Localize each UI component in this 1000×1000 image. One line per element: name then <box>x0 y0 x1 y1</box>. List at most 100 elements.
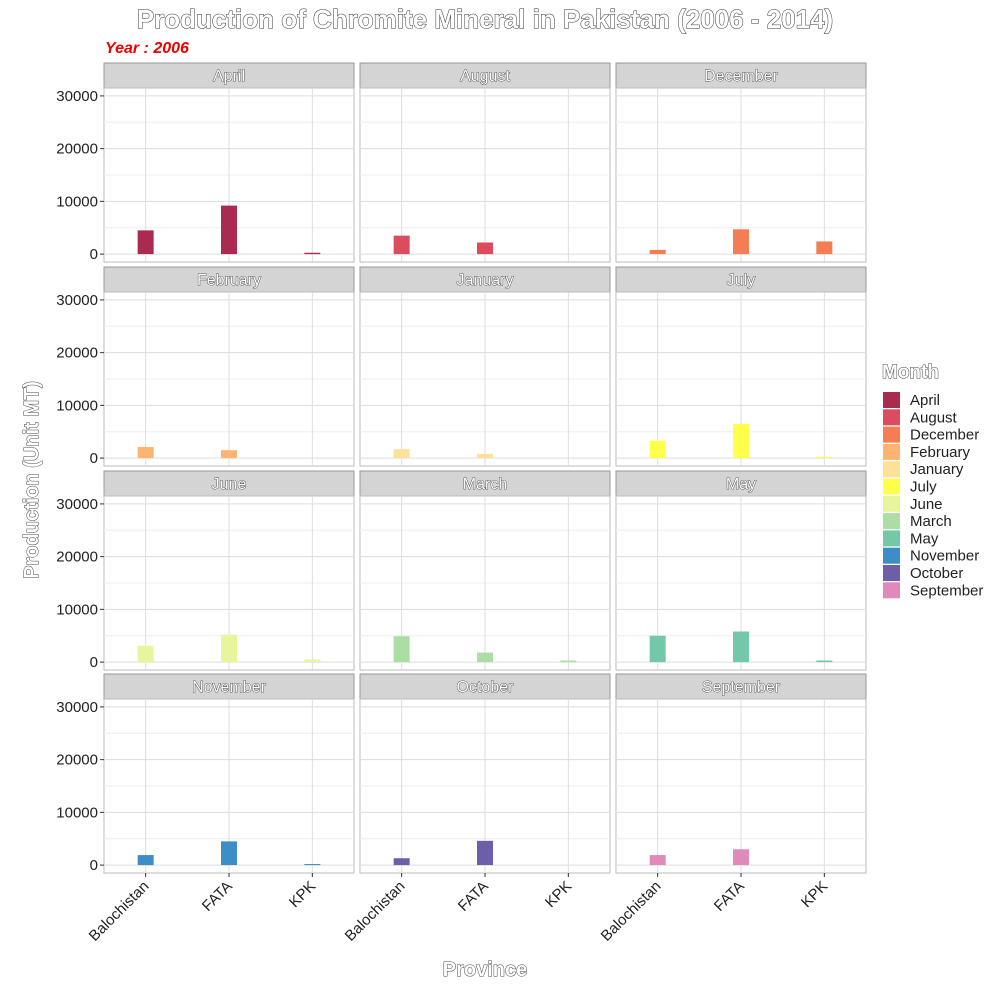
bar-march-fata <box>477 652 493 663</box>
panel-strip <box>359 62 611 89</box>
bar-september-fata <box>733 849 749 866</box>
y-tick-label: 10000 <box>56 193 98 210</box>
panel-strip <box>359 266 611 293</box>
bar-july-balochistan <box>649 440 666 459</box>
y-tick-label: 0 <box>90 246 98 263</box>
panel-strip-label: November <box>192 679 266 696</box>
panel-strip <box>615 266 867 293</box>
panel-january: January <box>359 266 611 467</box>
legend-swatch-november <box>883 547 900 564</box>
panel-april: April 0 10000 20000 30000 <box>56 62 355 263</box>
bar-december-balochistan <box>649 249 666 255</box>
legend-swatch-january <box>883 461 900 478</box>
panel-strip-label: March <box>463 476 507 493</box>
x-tick-label: Balochistan <box>342 878 409 945</box>
panel-july: July <box>615 266 867 467</box>
x-tick-label: FATA <box>711 878 748 915</box>
y-tick-label: 20000 <box>56 141 98 158</box>
panel-strip-label: May <box>726 476 756 493</box>
legend-label-april: April <box>910 392 940 409</box>
panel-august: August <box>359 62 611 263</box>
bar-may-balochistan <box>649 635 666 663</box>
y-axis-title: Production (Unit MT) <box>21 381 43 579</box>
legend-label-march: March <box>910 513 952 530</box>
panel-strip <box>359 470 611 497</box>
y-tick-label: 30000 <box>56 699 98 716</box>
y-tick-label: 10000 <box>56 397 98 414</box>
y-tick-label: 30000 <box>56 292 98 309</box>
legend-label-november: November <box>910 548 979 565</box>
panel-strip <box>103 470 355 497</box>
y-tick-label: 30000 <box>56 496 98 513</box>
panel-march: March <box>359 470 611 671</box>
legend-label-may: May <box>910 530 939 547</box>
panel-strip <box>359 673 611 700</box>
bar-august-balochistan <box>393 235 410 255</box>
bar-december-fata <box>733 229 749 255</box>
bar-february-balochistan <box>137 447 154 459</box>
panel-october: October Balochistan FATA KPK <box>342 673 611 945</box>
chart-subtitle: Year : 2006 <box>105 40 189 57</box>
legend-swatch-april <box>883 392 900 408</box>
legend-swatch-october <box>883 565 900 581</box>
panel-strip-label: October <box>457 679 515 696</box>
legend-label-january: January <box>910 461 964 478</box>
y-tick-label: 0 <box>90 450 98 467</box>
panel-june: June 0 10000 20000 30000 <box>56 470 355 671</box>
panel-november: November 0 10000 20000 30000 Balochistan FATA K… <box>56 673 355 945</box>
chart-title: Production of Chromite Mineral in Pakist… <box>137 4 833 34</box>
bar-march-kpk <box>560 660 577 663</box>
x-tick-label: KPK <box>286 878 319 911</box>
legend-swatch-june <box>883 495 900 512</box>
x-tick-label: Balochistan <box>598 878 665 945</box>
panel-strip-label: April <box>213 68 245 85</box>
y-tick-label: 20000 <box>56 345 98 362</box>
bar-october-fata <box>477 840 493 866</box>
panel-strip <box>103 62 355 89</box>
y-tick-label: 0 <box>90 857 98 874</box>
x-tick-label: KPK <box>798 878 831 911</box>
legend-title: Month <box>882 362 939 383</box>
panel-february: February 0 10000 20000 30000 <box>56 266 355 467</box>
legend-label-october: October <box>910 565 963 582</box>
panel-strip-label: February <box>197 272 261 289</box>
x-tick-label: Balochistan <box>86 878 153 945</box>
bar-november-fata <box>221 841 237 866</box>
bar-april-kpk <box>304 252 321 255</box>
panel-strip-label: August <box>460 68 510 85</box>
legend-swatch-february <box>883 443 900 460</box>
panel-strip-label: December <box>704 68 778 85</box>
panel-strip-label: July <box>727 272 755 289</box>
bar-june-kpk <box>304 659 321 663</box>
facet-panels: April 0 10000 20000 30000 August December Febru… <box>56 62 867 945</box>
bar-january-balochistan <box>393 449 410 459</box>
panel-strip-label: September <box>702 679 781 696</box>
bar-july-fata <box>733 423 749 459</box>
legend-swatch-august <box>883 409 900 426</box>
legend-label-july: July <box>910 479 937 496</box>
y-tick-label: 30000 <box>56 88 98 105</box>
y-tick-label: 10000 <box>56 601 98 618</box>
legend-label-june: June <box>910 496 943 513</box>
panel-strip <box>615 673 867 700</box>
bar-october-balochistan <box>393 858 410 866</box>
bar-august-fata <box>477 242 493 255</box>
legend-label-august: August <box>910 409 958 426</box>
bar-november-balochistan <box>137 855 154 866</box>
legend-label-december: December <box>910 427 979 444</box>
bar-february-fata <box>221 450 237 459</box>
bar-january-fata <box>477 453 493 459</box>
bar-september-balochistan <box>649 855 666 866</box>
bar-december-kpk <box>816 241 833 255</box>
y-tick-label: 20000 <box>56 549 98 566</box>
legend-swatch-september <box>883 582 900 599</box>
x-tick-label: FATA <box>199 878 236 915</box>
legend: Month AprilAugustDecemberFebruaryJanuary… <box>882 362 984 600</box>
x-axis-title: Province <box>443 959 527 981</box>
y-tick-label: 0 <box>90 654 98 671</box>
legend-swatch-december <box>883 426 900 443</box>
legend-swatch-may <box>883 530 900 547</box>
panel-strip <box>615 62 867 89</box>
panel-september: September Balochistan FATA KPK <box>598 673 867 945</box>
